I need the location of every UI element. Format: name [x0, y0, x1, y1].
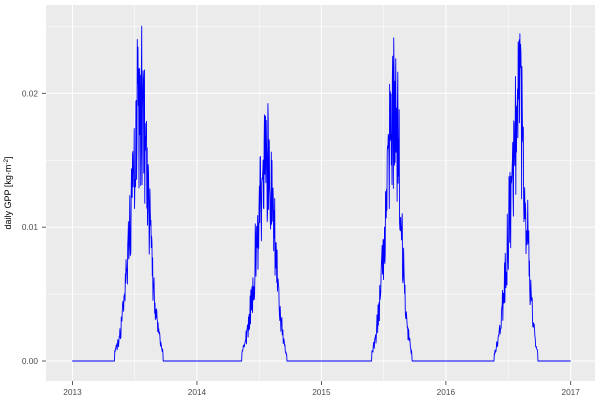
svg-text:daily GPP [kg·m-2]: daily GPP [kg·m-2] — [3, 157, 13, 230]
svg-text:2016: 2016 — [437, 387, 456, 397]
svg-text:0.01: 0.01 — [22, 222, 39, 232]
svg-text:2013: 2013 — [63, 387, 82, 397]
svg-text:2014: 2014 — [188, 387, 207, 397]
svg-text:0.00: 0.00 — [22, 356, 39, 366]
svg-text:2015: 2015 — [312, 387, 331, 397]
svg-text:0.02: 0.02 — [22, 88, 39, 98]
svg-text:2017: 2017 — [561, 387, 580, 397]
